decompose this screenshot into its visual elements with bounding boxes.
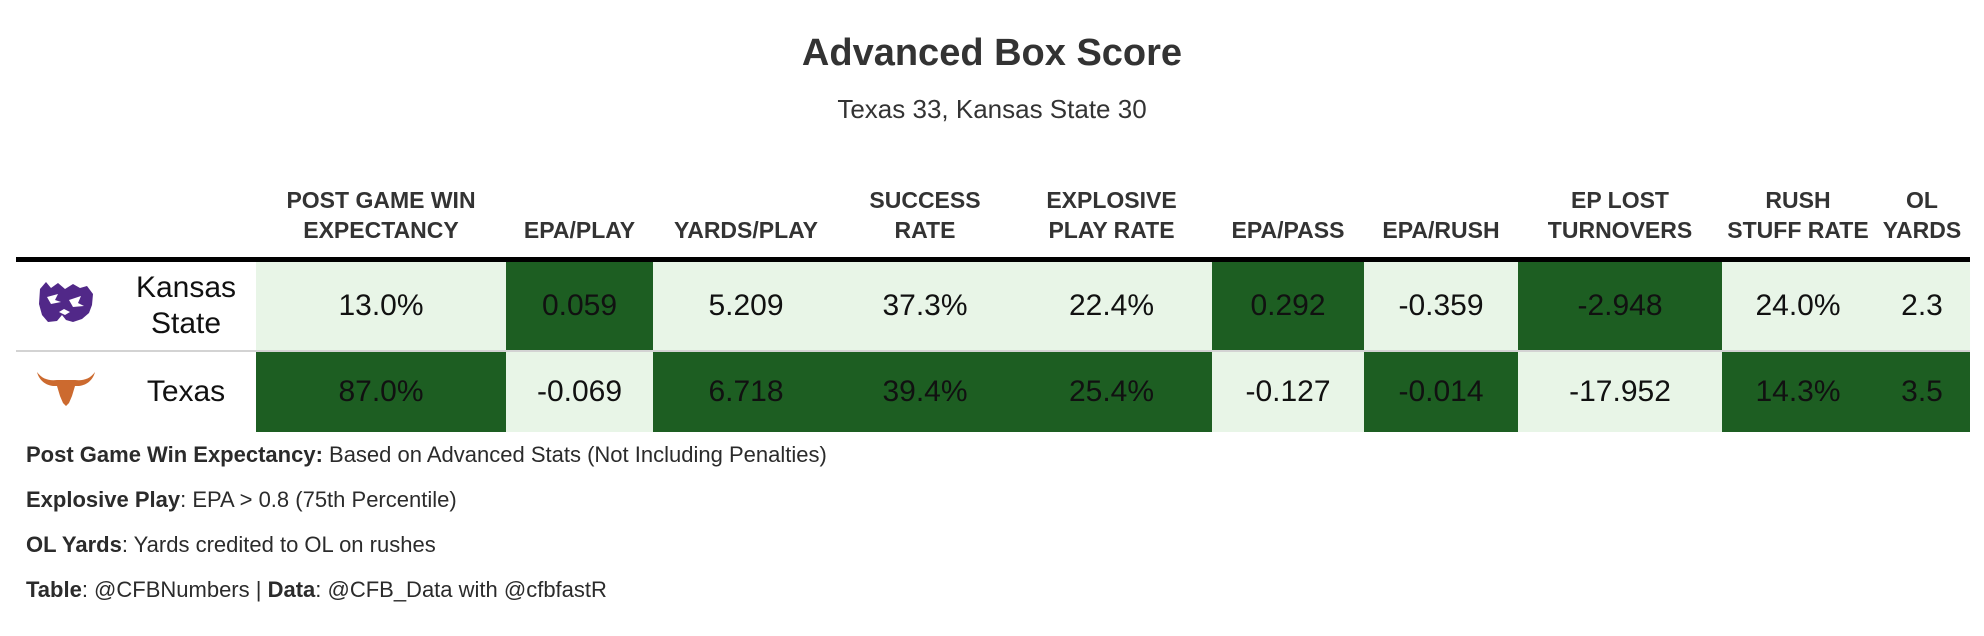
table-cell: -2.948 (1518, 259, 1722, 352)
credits-note: Table: @CFBNumbers | Data: @CFB_Data wit… (26, 575, 827, 620)
column-header: EPA/PASS (1212, 145, 1364, 262)
note-text: Based on Advanced Stats (Not Including P… (322, 442, 827, 467)
team-column-header (116, 145, 256, 262)
table-cell: 39.4% (839, 351, 1011, 432)
note-text: : Yards credited to OL on rushes (121, 532, 436, 557)
table-cell: 5.209 (653, 259, 839, 352)
column-header: SUCCESS RATE (839, 145, 1011, 262)
table-cell: 14.3% (1722, 351, 1874, 432)
table-cell: -0.127 (1212, 351, 1364, 432)
table-cell: 3.5 (1874, 351, 1970, 432)
header-row: POST GAME WIN EXPECTANCY EPA/PLAY YARDS/… (16, 145, 1970, 262)
table-cell: -0.069 (506, 351, 653, 432)
table-cell: -0.359 (1364, 259, 1518, 352)
win-expectancy-note: Post Game Win Expectancy: Based on Advan… (26, 440, 827, 485)
column-header: EPA/PLAY (506, 145, 653, 262)
table-row: Kansas State 13.0% 0.059 5.209 37.3% 22.… (16, 259, 1970, 352)
note-text: : @CFBNumbers | (81, 577, 268, 602)
table-cell: 87.0% (256, 351, 506, 432)
advanced-box-score-table: POST GAME WIN EXPECTANCY EPA/PLAY YARDS/… (16, 145, 1970, 432)
table-cell: 0.059 (506, 259, 653, 352)
page-subtitle: Texas 33, Kansas State 30 (837, 94, 1147, 124)
ol-yards-note: OL Yards: Yards credited to OL on rushes (26, 530, 827, 575)
texas-longhorn-icon (37, 372, 95, 406)
page-title: Advanced Box Score (801, 32, 1183, 74)
column-header: EXPLOSIVE PLAY RATE (1011, 145, 1212, 262)
note-label: Explosive Play (26, 487, 181, 512)
note-text: : EPA > 0.8 (75th Percentile) (180, 487, 457, 512)
table-cell: 2.3 (1874, 259, 1970, 352)
table-cell: -17.952 (1518, 351, 1722, 432)
note-label: Post Game Win Expectancy: (26, 442, 323, 467)
table-cell: 37.3% (839, 259, 1011, 352)
table-cell: -0.014 (1364, 351, 1518, 432)
table-cell: 0.292 (1212, 259, 1364, 352)
table-row: Texas 87.0% -0.069 6.718 39.4% 25.4% -0.… (16, 351, 1970, 432)
table-cell: 6.718 (653, 351, 839, 432)
column-header: EPA/RUSH (1364, 145, 1518, 262)
team-name: Kansas State (116, 259, 256, 352)
table-cell: 25.4% (1011, 351, 1212, 432)
note-label: Table (26, 577, 82, 602)
footnotes: Post Game Win Expectancy: Based on Advan… (26, 440, 827, 620)
logo-column-header (16, 145, 116, 262)
note-label: Data (267, 577, 316, 602)
column-header: OL YARDS (1874, 145, 1970, 262)
team-logo (16, 351, 116, 432)
table-cell: 13.0% (256, 259, 506, 352)
column-header: EP LOST TURNOVERS (1518, 145, 1722, 262)
explosive-play-note: Explosive Play: EPA > 0.8 (75th Percenti… (26, 485, 827, 530)
table-cell: 24.0% (1722, 259, 1874, 352)
column-header: POST GAME WIN EXPECTANCY (256, 145, 506, 262)
kansas-state-wildcat-icon (39, 282, 93, 322)
note-label: OL Yards (26, 532, 122, 557)
team-name: Texas (146, 375, 226, 408)
table-cell: 22.4% (1011, 259, 1212, 352)
column-header: YARDS/PLAY (653, 145, 839, 262)
team-logo (16, 259, 116, 352)
note-text: : @CFB_Data with @cfbfastR (315, 577, 607, 602)
column-header: RUSH STUFF RATE (1722, 145, 1874, 262)
